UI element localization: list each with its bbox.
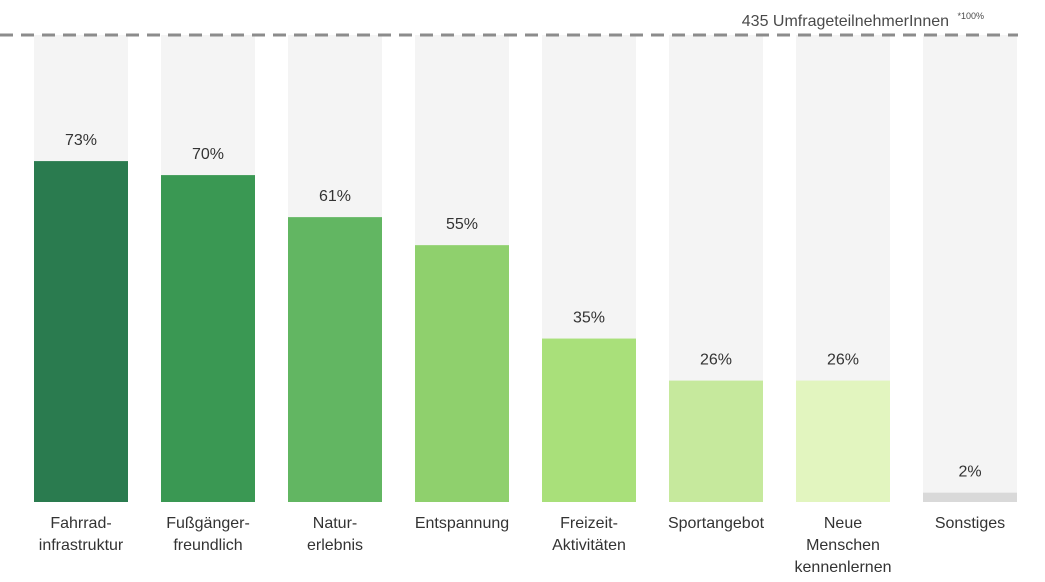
reference-note-superscript: *100% bbox=[957, 11, 984, 21]
value-label: 26% bbox=[700, 352, 732, 369]
value-label: 55% bbox=[446, 216, 478, 233]
category-label-line: Freizeit- bbox=[560, 515, 618, 532]
bar bbox=[161, 175, 255, 502]
value-label: 61% bbox=[319, 188, 351, 205]
bar bbox=[288, 217, 382, 502]
category-label-line: Natur- bbox=[313, 515, 357, 532]
category-label-line: Sportangebot bbox=[668, 515, 765, 532]
category-label: Fahrrad-infrastruktur bbox=[39, 515, 124, 554]
category-labels: Fahrrad-infrastruktur Fußgänger-freundlic… bbox=[39, 515, 1005, 576]
value-labels: 73% 70% 61% 55% 35% 26% 26% 2% bbox=[65, 132, 982, 481]
category-label: Natur-erlebnis bbox=[307, 515, 363, 554]
category-label: Neue Menschen kennenlernen bbox=[795, 515, 892, 576]
category-label-line: freundlich bbox=[173, 537, 242, 554]
category-label: Fußgänger-freundlich bbox=[166, 515, 250, 554]
bar-background bbox=[923, 35, 1017, 502]
value-label: 2% bbox=[958, 464, 981, 481]
category-label: Freizeit- Aktivitäten bbox=[552, 515, 626, 554]
bar bbox=[415, 245, 509, 502]
bar bbox=[923, 492, 1017, 502]
category-label-line: Sonstiges bbox=[935, 515, 1005, 532]
category-label-line: Menschen bbox=[806, 537, 880, 554]
bar bbox=[796, 380, 890, 502]
category-label: Sportangebot bbox=[668, 515, 765, 532]
reference-note: 435 UmfrageteilnehmerInnen *100% bbox=[742, 11, 984, 30]
value-label: 73% bbox=[65, 132, 97, 149]
value-label: 35% bbox=[573, 310, 605, 327]
bars bbox=[34, 161, 1017, 502]
category-label-line: erlebnis bbox=[307, 537, 363, 554]
category-label-line: Fußgänger- bbox=[166, 515, 250, 532]
bar bbox=[542, 338, 636, 502]
value-label: 70% bbox=[192, 146, 224, 163]
category-label-line: Neue bbox=[824, 515, 862, 532]
category-label-line: Fahrrad- bbox=[50, 515, 111, 532]
value-label: 26% bbox=[827, 352, 859, 369]
category-label-line: infrastruktur bbox=[39, 537, 124, 554]
bar bbox=[34, 161, 128, 502]
bar bbox=[669, 380, 763, 502]
category-label-line: kennenlernen bbox=[795, 559, 892, 576]
category-label-line: Entspannung bbox=[415, 515, 509, 532]
category-label: Entspannung bbox=[415, 515, 509, 532]
reference-note-label: 435 UmfrageteilnehmerInnen bbox=[742, 13, 949, 30]
category-label-line: Aktivitäten bbox=[552, 537, 626, 554]
category-label: Sonstiges bbox=[935, 515, 1005, 532]
